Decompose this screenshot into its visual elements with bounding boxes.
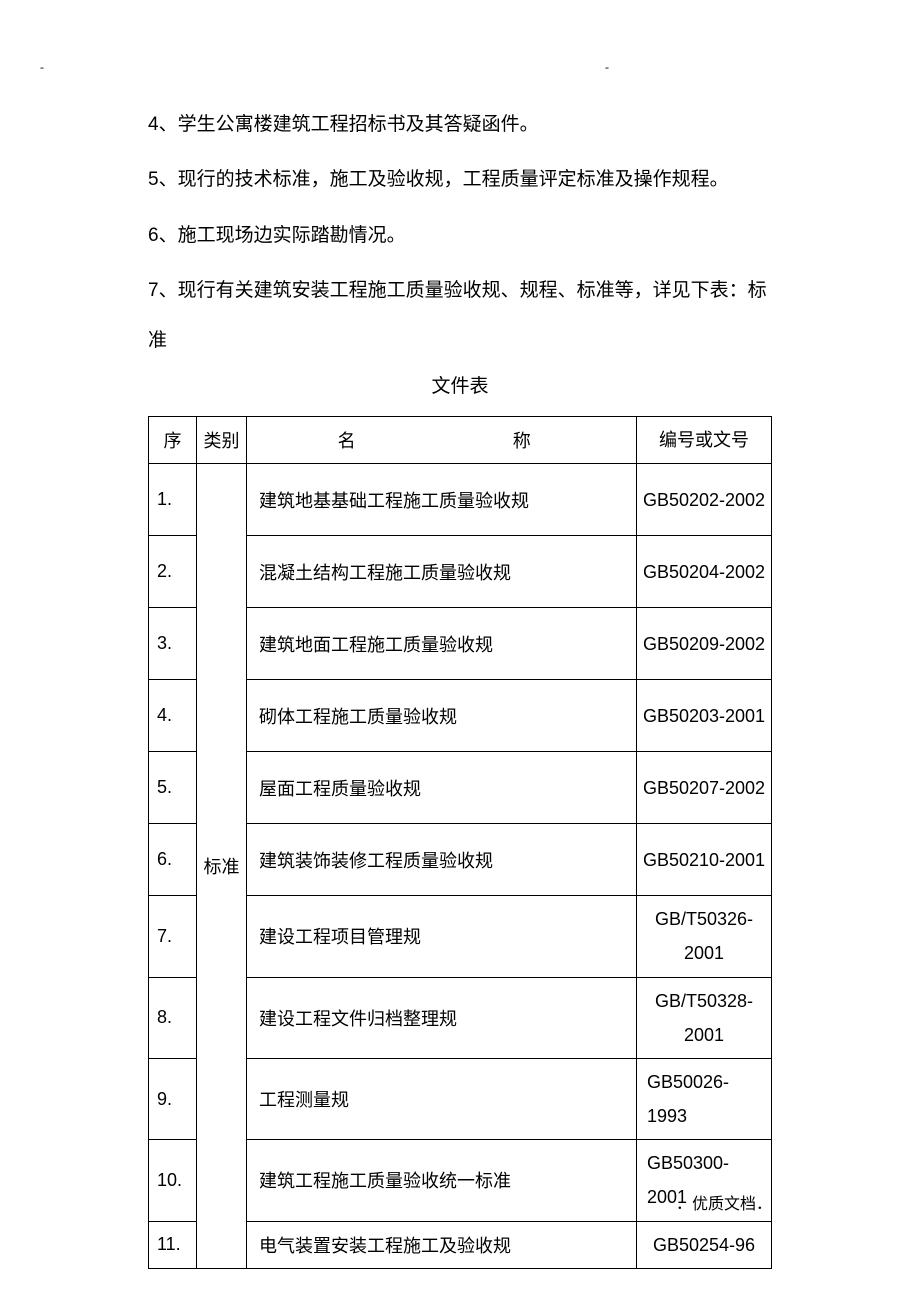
document-body: 4、学生公寓楼建筑工程招标书及其答疑函件。 5、现行的技术标准，施工及验收规，工… [0,60,920,1269]
paragraph-5: 5、现行的技术标准，施工及验收规，工程质量评定标准及操作规程。 [148,155,772,204]
cell-name: 建设工程项目管理规 [247,896,637,977]
cell-seq: 4. [149,680,197,752]
paragraph-7: 7、现行有关建筑安装工程施工质量验收规、规程、标准等，详见下表：标准 [148,266,772,365]
cell-code: GB/T50328-2001 [637,977,772,1058]
cell-code: GB50203-2001 [637,680,772,752]
cell-code: GB/T50326-2001 [637,896,772,977]
standards-table: 序 类别 名称 编号或文号 1. 标准 建筑地基基础工程施工质量验收规 GB50… [148,416,772,1269]
cell-name: 屋面工程质量验收规 [247,752,637,824]
cell-seq: 8. [149,977,197,1058]
cell-name: 建筑地面工程施工质量验收规 [247,608,637,680]
cell-category: 标准 [197,464,247,1269]
para-num: 7 [148,280,159,301]
corner-mark-left: - [40,60,44,75]
header-code: 编号或文号 [637,416,772,463]
cell-code: GB50210-2001 [637,824,772,896]
header-name: 名称 [247,416,637,463]
cell-seq: 3. [149,608,197,680]
cell-seq: 1. [149,464,197,536]
cell-code: GB50254-96 [637,1221,772,1268]
table-header-row: 序 类别 名称 编号或文号 [149,416,772,463]
cell-code: GB50209-2002 [637,608,772,680]
cell-name: 建设工程文件归档整理规 [247,977,637,1058]
cell-name: 建筑地基基础工程施工质量验收规 [247,464,637,536]
cell-code: GB50202-2002 [637,464,772,536]
paragraph-4: 4、学生公寓楼建筑工程招标书及其答疑函件。 [148,100,772,149]
cell-name: 砌体工程施工质量验收规 [247,680,637,752]
para-num: 6 [148,225,159,246]
cell-code: GB50204-2002 [637,536,772,608]
header-name-left: 名 [259,427,434,453]
para-text: 、施工现场边实际踏勘情况。 [159,225,406,246]
cell-code: GB50207-2002 [637,752,772,824]
cell-seq: 9. [149,1058,197,1139]
cell-seq: 2. [149,536,197,608]
cell-seq: 6. [149,824,197,896]
cell-seq: 7. [149,896,197,977]
table-title: 文件表 [148,371,772,398]
para-text: 、现行的技术标准，施工及验收规，工程质量评定标准及操作规程。 [159,169,729,190]
cell-name: 混凝土结构工程施工质量验收规 [247,536,637,608]
header-seq: 序 [149,416,197,463]
cell-seq: 11. [149,1221,197,1268]
header-category: 类别 [197,416,247,463]
cell-name: 建筑工程施工质量验收统一标准 [247,1140,637,1221]
cell-seq: 10. [149,1140,197,1221]
cell-name: 建筑装饰装修工程质量验收规 [247,824,637,896]
para-num: 5 [148,169,159,190]
para-text: 、现行有关建筑安装工程施工质量验收规、规程、标准等，详见下表：标准 [148,280,767,350]
page-footer: ．优质文档． [676,1190,772,1214]
cell-code: GB50026-1993 [637,1058,772,1139]
para-text: 、学生公寓楼建筑工程招标书及其答疑函件。 [159,114,539,135]
paragraph-6: 6、施工现场边实际踏勘情况。 [148,211,772,260]
table-row: 1. 标准 建筑地基基础工程施工质量验收规 GB50202-2002 [149,464,772,536]
cell-name: 电气装置安装工程施工及验收规 [247,1221,637,1268]
header-name-right: 称 [434,427,609,453]
para-num: 4 [148,114,159,135]
cell-name: 工程测量规 [247,1058,637,1139]
corner-mark-right: - [605,60,609,75]
cell-seq: 5. [149,752,197,824]
